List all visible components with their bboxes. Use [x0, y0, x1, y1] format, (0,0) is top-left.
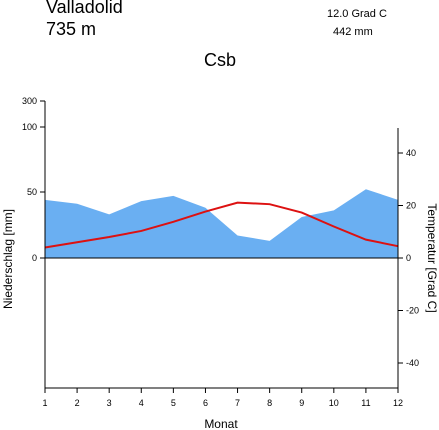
x-tick-label: 8 [267, 398, 272, 408]
x-tick-label: 2 [75, 398, 80, 408]
right-tick-label: 0 [406, 253, 411, 263]
right-tick-label: 20 [406, 201, 416, 211]
station-name: Valladolid [46, 0, 123, 17]
mean-temperature: 12.0 Grad C [327, 8, 387, 20]
left-tick-label: 0 [32, 253, 37, 263]
x-tick-label: 5 [171, 398, 176, 408]
annual-precipitation: 442 mm [333, 26, 373, 38]
right-tick-label: 40 [406, 148, 416, 158]
right-tick-label: -20 [406, 306, 419, 316]
climate-class: Csb [204, 50, 237, 70]
x-tick-label: 11 [361, 398, 370, 408]
right-axis-title: Temperatur [Grad C] [425, 203, 439, 312]
x-tick-label: 12 [393, 398, 403, 408]
x-tick-label: 10 [329, 398, 339, 408]
x-tick-label: 3 [107, 398, 112, 408]
x-axis-title: Monat [204, 417, 238, 430]
left-tick-label: 100 [22, 122, 37, 132]
station-elevation: 735 m [46, 19, 97, 39]
x-tick-label: 7 [235, 398, 240, 408]
x-tick-label: 4 [139, 398, 144, 408]
temperature-line [44, 201, 399, 249]
x-tick-label: 1 [42, 398, 47, 408]
x-tick-label: 9 [299, 398, 304, 408]
left-tick-label: 300 [22, 96, 37, 106]
left-tick-label: 50 [27, 187, 37, 197]
left-axis-title: Niederschlag [mm] [1, 209, 15, 309]
x-tick-label: 6 [203, 398, 208, 408]
right-tick-label: -40 [406, 358, 419, 368]
precipitation-area [45, 189, 398, 258]
